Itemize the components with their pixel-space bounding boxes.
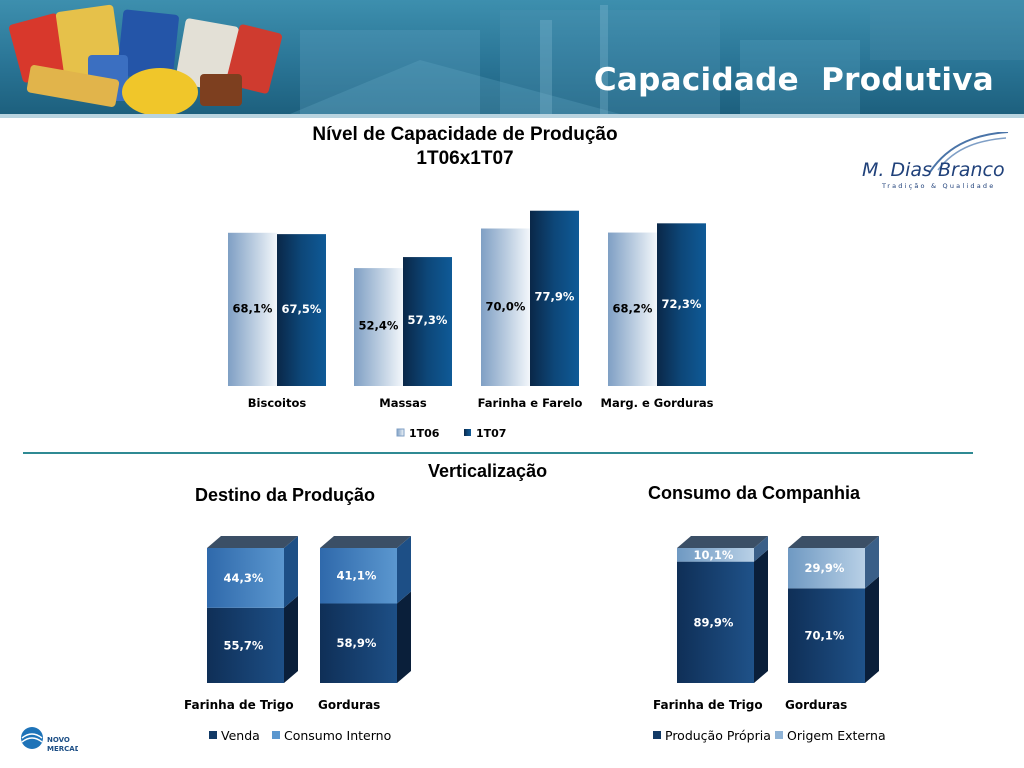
factory-photo-background [290,0,1024,114]
data-label: 57,3% [408,313,448,327]
legend-label: 1T07 [476,427,506,440]
consumo-title: Consumo da Companhia [648,483,861,503]
bar-1t07 [277,234,326,386]
data-label: 89,9% [694,615,734,629]
stack-segment-1 [677,548,754,562]
legend-swatch [775,731,783,739]
legend-swatch [396,428,405,437]
svg-text:MERCADO: MERCADO [47,745,78,753]
stack-segment-1 [207,548,284,608]
data-label: 72,3% [662,297,702,311]
header-banner: Capacidade Produtiva [0,0,1024,114]
stack-side-face [754,549,768,683]
svg-text:Tradição & Qualidade: Tradição & Qualidade [881,182,995,190]
data-label: 70,0% [486,299,526,313]
category-label: Gorduras [318,698,380,712]
stack-segment-1 [788,548,865,589]
svg-text:M. Dias Branco: M. Dias Branco [862,159,1005,181]
bar-1t07 [403,257,452,386]
data-label: 68,1% [233,301,273,315]
data-label: 58,9% [337,636,377,650]
page-title: Capacidade Produtiva [593,62,994,98]
legend-swatch [272,731,280,739]
stack-segment-0 [207,607,284,683]
stack-side-face [397,536,411,604]
data-label: 70,1% [805,629,845,643]
stack-top-face [320,536,411,548]
data-label: 67,5% [282,302,322,316]
data-label: 10,1% [694,548,734,562]
legend-label: Consumo Interno [284,728,391,743]
destino-title: Destino da Produção [195,485,376,505]
verticalizacao-title: Verticalização [428,461,548,481]
data-label: 41,1% [337,569,377,583]
category-label: Marg. e Gorduras [601,396,714,410]
stack-segment-0 [320,603,397,683]
data-label: 77,9% [535,290,575,304]
bar-1t07 [530,210,579,386]
capacity-bar-chart: 68,1% 67,5% Biscoitos 52,4% 57,3% Massas 70,0%… [228,210,714,440]
chart-title: Nível de Capacidade de Produção [312,124,618,145]
data-label: 29,9% [805,561,845,575]
stack-segment-0 [677,561,754,683]
novo-mercado-logo: NOVO MERCADO [21,727,78,753]
category-label: Farinha e Farelo [478,396,583,410]
dias-branco-logo: M. Dias Branco Tradição & Qualidade [862,132,1009,190]
bar-1t06 [228,232,277,386]
category-label: Biscoitos [248,396,307,410]
category-label: Farinha de Trigo [653,698,763,712]
stack-top-face [677,536,768,548]
data-label: 55,7% [224,638,264,652]
data-label: 68,2% [613,301,653,315]
bar-1t07 [657,223,706,386]
bar-1t06 [354,268,403,386]
legend-swatch [209,731,217,739]
section-divider [23,452,973,454]
data-label: 44,3% [224,571,264,585]
legend-swatch [464,429,471,436]
stack-side-face [284,595,298,683]
stack-top-face [207,536,298,548]
stack-side-face [865,536,879,589]
stack-segment-1 [320,548,397,604]
category-label: Massas [379,396,427,410]
category-label: Farinha de Trigo [184,698,294,712]
stack-side-face [754,536,768,562]
chart-subtitle: 1T06x1T07 [416,148,514,169]
bar-1t06 [608,232,657,386]
legend-label: Venda [221,728,260,743]
legend-label: 1T06 [409,427,440,440]
stack-side-face [397,591,411,683]
legend-label: Produção Própria [665,728,771,743]
stack-segment-0 [788,588,865,683]
svg-text:NOVO: NOVO [47,736,70,744]
stack-side-face [865,576,879,683]
legend-label: Origem Externa [787,728,886,743]
banner-underline [0,114,1024,118]
bar-1t06 [481,228,530,386]
stack-top-face [788,536,879,548]
data-label: 52,4% [359,318,399,332]
category-label: Gorduras [785,698,847,712]
legend-swatch [653,731,661,739]
stack-side-face [284,536,298,608]
product-packages-image [8,4,282,114]
